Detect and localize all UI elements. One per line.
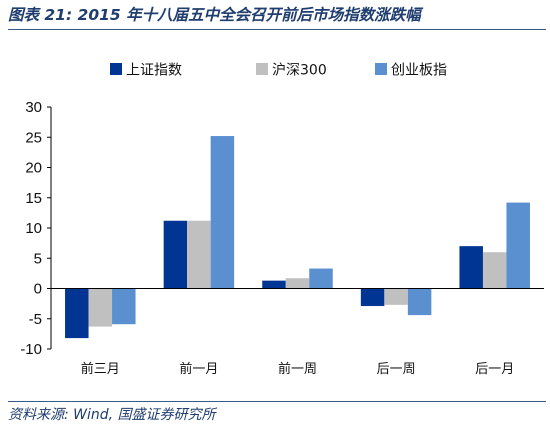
bar [506,202,530,289]
source-note: 资料来源: Wind, 国盛证券研究所 [8,407,216,423]
legend-swatch [375,63,387,75]
legend: 上证指数 沪深300 创业板指 [110,63,447,79]
x-category-label: 后一月 [475,362,514,377]
source-divider [8,401,546,402]
bar [360,288,385,307]
bar-chart: 上证指数 沪深300 创业板指 -10 -5 0 5 10 15 20 25 30 前三月 前一月 前一… [20,63,544,377]
bar [88,288,113,327]
legend-swatch [256,63,268,75]
bar [384,288,408,305]
bar [112,288,136,325]
y-tick-label: -5 [29,311,42,328]
y-tick-label: 0 [34,281,42,298]
bar [163,220,188,289]
x-category-label: 后一周 [377,362,416,377]
figure-title: 图表 21: 2015 年十八届五中全会召开前后市场指数涨跌幅 [8,6,421,24]
y-tick-label: 5 [34,250,42,267]
title-divider [8,29,546,30]
bar [187,220,211,289]
bar [309,268,333,289]
legend-label: 上证指数 [126,63,182,79]
legend-label: 沪深300 [272,63,327,79]
y-tick-label: 20 [25,160,42,177]
bar [65,288,89,339]
x-category-label: 前一月 [179,361,218,377]
y-axis-ticks: -10 -5 0 5 10 15 20 25 30 [20,99,51,358]
y-tick-label: 15 [25,190,42,207]
legend-swatch [110,63,122,75]
legend-label: 创业板指 [391,63,447,79]
bar [210,136,235,289]
y-tick-label: 10 [25,220,42,237]
bar [407,288,432,316]
y-tick-label: -10 [20,341,42,358]
y-tick-label: 25 [25,129,42,146]
bar [459,246,483,289]
bar [285,278,310,289]
bar [262,280,286,289]
bars [65,136,530,339]
bar [482,252,507,289]
x-axis-labels: 前三月 前一月 前一周 后一周 后一月 [81,361,514,377]
x-category-label: 前一周 [278,361,317,377]
y-tick-label: 30 [25,99,42,116]
x-category-label: 前三月 [81,361,120,377]
